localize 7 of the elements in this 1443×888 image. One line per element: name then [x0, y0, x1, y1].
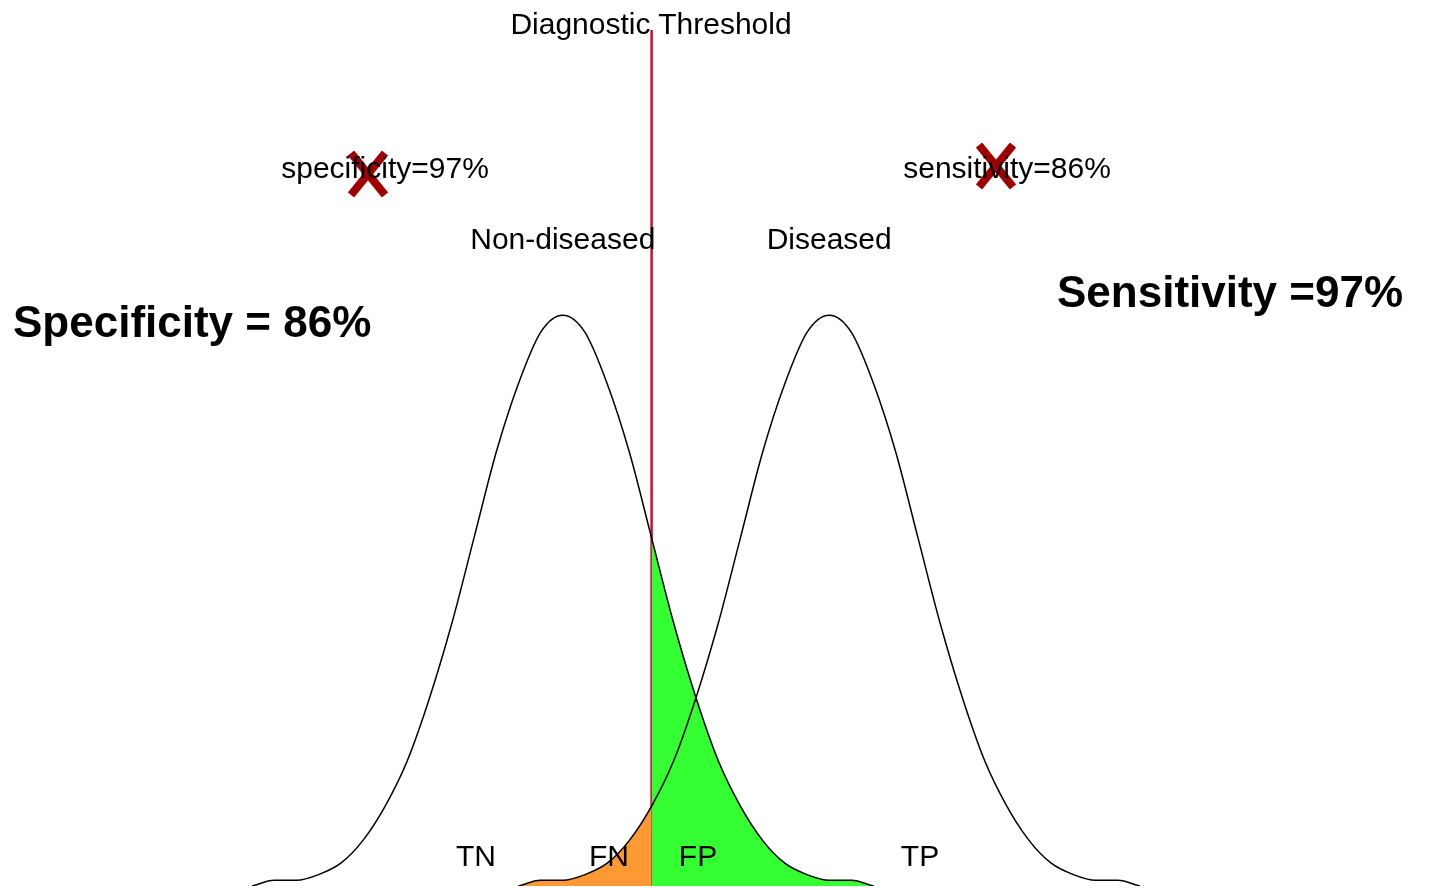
text: Diagnostic Threshold	[510, 7, 792, 41]
annotation: TP	[900, 839, 940, 873]
text: Diseased	[766, 221, 892, 255]
annotation: FP	[678, 839, 718, 873]
annotation: TN	[456, 839, 496, 873]
annotation: Specificity = 86%	[13, 297, 372, 347]
annotation: Sensitivity =97%	[1057, 267, 1404, 317]
